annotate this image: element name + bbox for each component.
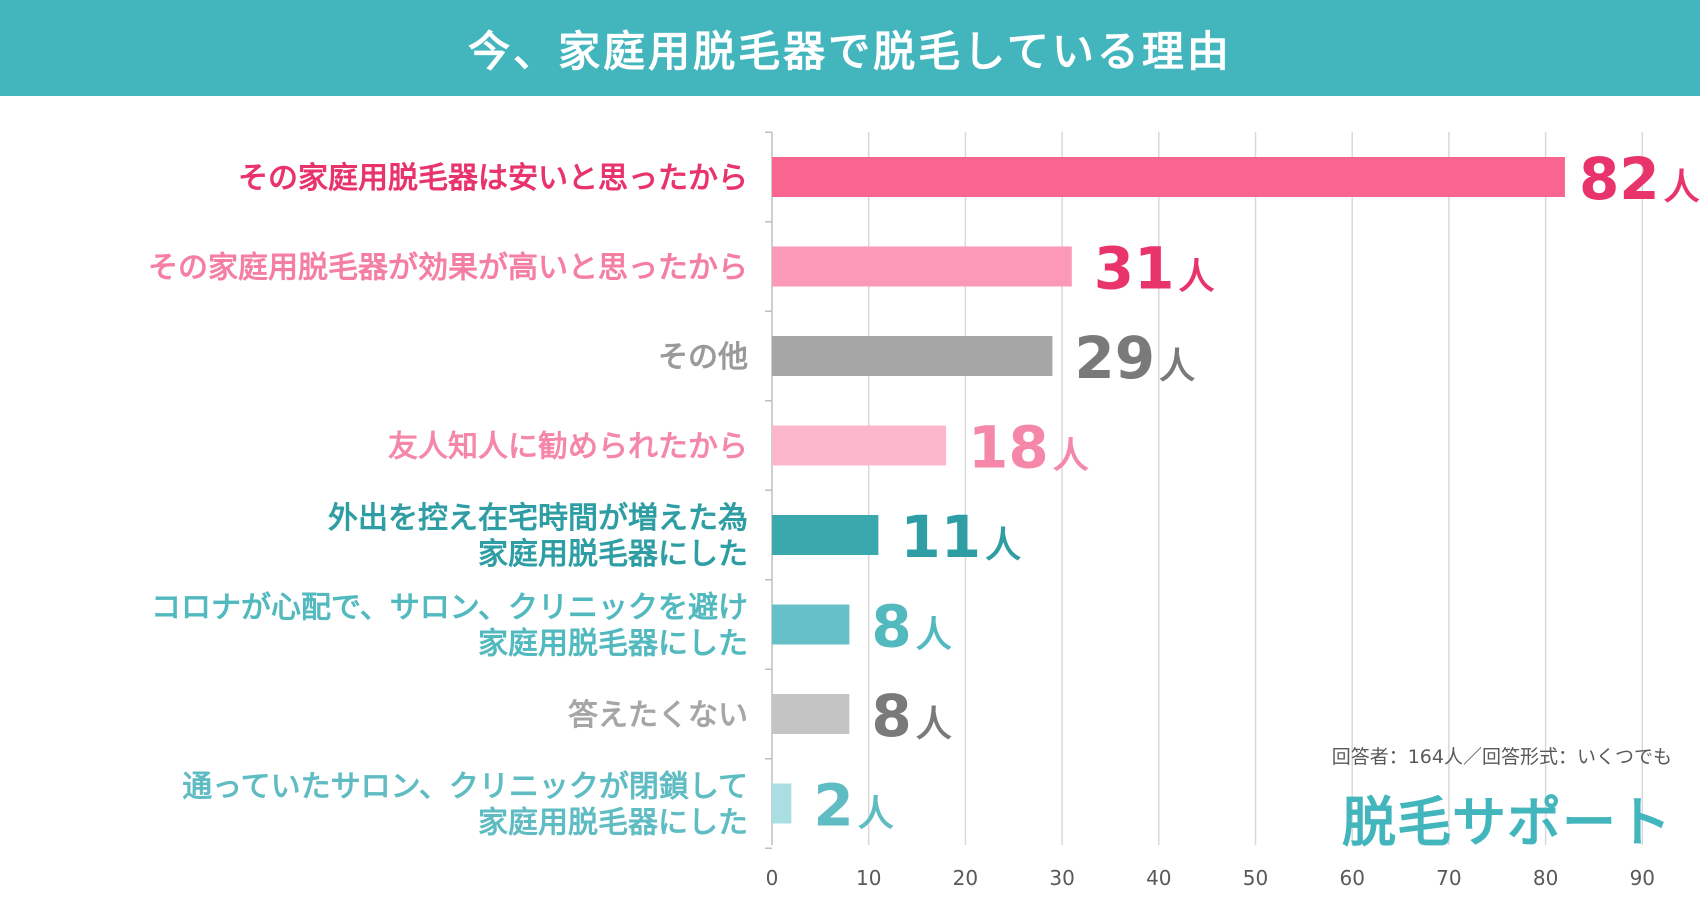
bar bbox=[772, 246, 1072, 287]
category-label: その家庭用脱毛器は安いと思ったから bbox=[238, 161, 748, 196]
category-label: 答えたくない bbox=[568, 698, 748, 733]
data-label: 11 人 bbox=[900, 503, 1021, 571]
x-tick-label: 80 bbox=[1533, 866, 1558, 890]
chart-title: 今、家庭用脱毛器で脱毛している理由 bbox=[468, 26, 1232, 76]
x-tick-label: 40 bbox=[1146, 866, 1171, 890]
bar bbox=[772, 425, 947, 466]
data-label: 29 人 bbox=[1074, 324, 1195, 392]
data-label: 82 人 bbox=[1579, 145, 1700, 213]
x-tick-label: 90 bbox=[1630, 866, 1655, 890]
category-label: その他 bbox=[658, 340, 748, 375]
x-tick-label: 10 bbox=[856, 866, 881, 890]
bar bbox=[772, 157, 1565, 197]
x-tick-label: 30 bbox=[1049, 866, 1074, 890]
category-label: 家庭用脱毛器にした bbox=[478, 537, 748, 572]
data-label: 18 人 bbox=[968, 414, 1089, 482]
respondent-note: 回答者：164人／回答形式：いくつでも bbox=[1331, 746, 1672, 768]
x-tick-label: 50 bbox=[1243, 866, 1268, 890]
category-label: 家庭用脱毛器にした bbox=[478, 627, 748, 662]
category-label: 友人知人に勧められたから bbox=[388, 430, 748, 465]
x-tick-label: 20 bbox=[953, 866, 978, 890]
x-tick-label: 60 bbox=[1339, 866, 1364, 890]
category-label: 外出を控え在宅時間が増えた為 bbox=[328, 501, 748, 536]
bar bbox=[772, 336, 1053, 376]
data-label: 31 人 bbox=[1094, 235, 1215, 303]
category-label: 家庭用脱毛器にした bbox=[478, 806, 748, 841]
bar bbox=[772, 604, 850, 645]
category-label: 通っていたサロン、クリニックが閉鎖して bbox=[182, 770, 748, 805]
chart-header: 今、家庭用脱毛器で脱毛している理由 bbox=[0, 0, 1700, 96]
x-tick-label: 0 bbox=[766, 866, 779, 890]
x-tick-label: 70 bbox=[1436, 866, 1461, 890]
category-label: コロナが心配で、サロン、クリニックを避け bbox=[151, 591, 748, 626]
bar bbox=[772, 515, 879, 555]
category-label: その家庭用脱毛器が効果が高いと思ったから bbox=[148, 251, 748, 286]
bar bbox=[772, 783, 792, 824]
brand-logo: 脱毛サポート bbox=[1342, 791, 1672, 854]
bar bbox=[772, 694, 850, 734]
